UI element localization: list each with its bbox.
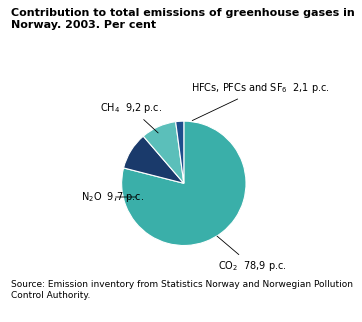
Wedge shape (122, 121, 246, 245)
Text: HFCs, PFCs and SF$_6$  2,1 p.c.: HFCs, PFCs and SF$_6$ 2,1 p.c. (191, 81, 330, 120)
Text: CO$_2$  78,9 p.c.: CO$_2$ 78,9 p.c. (217, 236, 287, 273)
Text: N$_2$O  9,7 p.c.: N$_2$O 9,7 p.c. (81, 190, 144, 204)
Wedge shape (143, 122, 184, 183)
Wedge shape (123, 136, 184, 183)
Wedge shape (176, 121, 184, 183)
Text: Source: Emission inventory from Statistics Norway and Norwegian Pollution
Contro: Source: Emission inventory from Statisti… (11, 280, 353, 299)
Text: CH$_4$  9,2 p.c.: CH$_4$ 9,2 p.c. (100, 101, 162, 133)
Text: Contribution to total emissions of greenhouse gases in
Norway. 2003. Per cent: Contribution to total emissions of green… (11, 8, 355, 30)
